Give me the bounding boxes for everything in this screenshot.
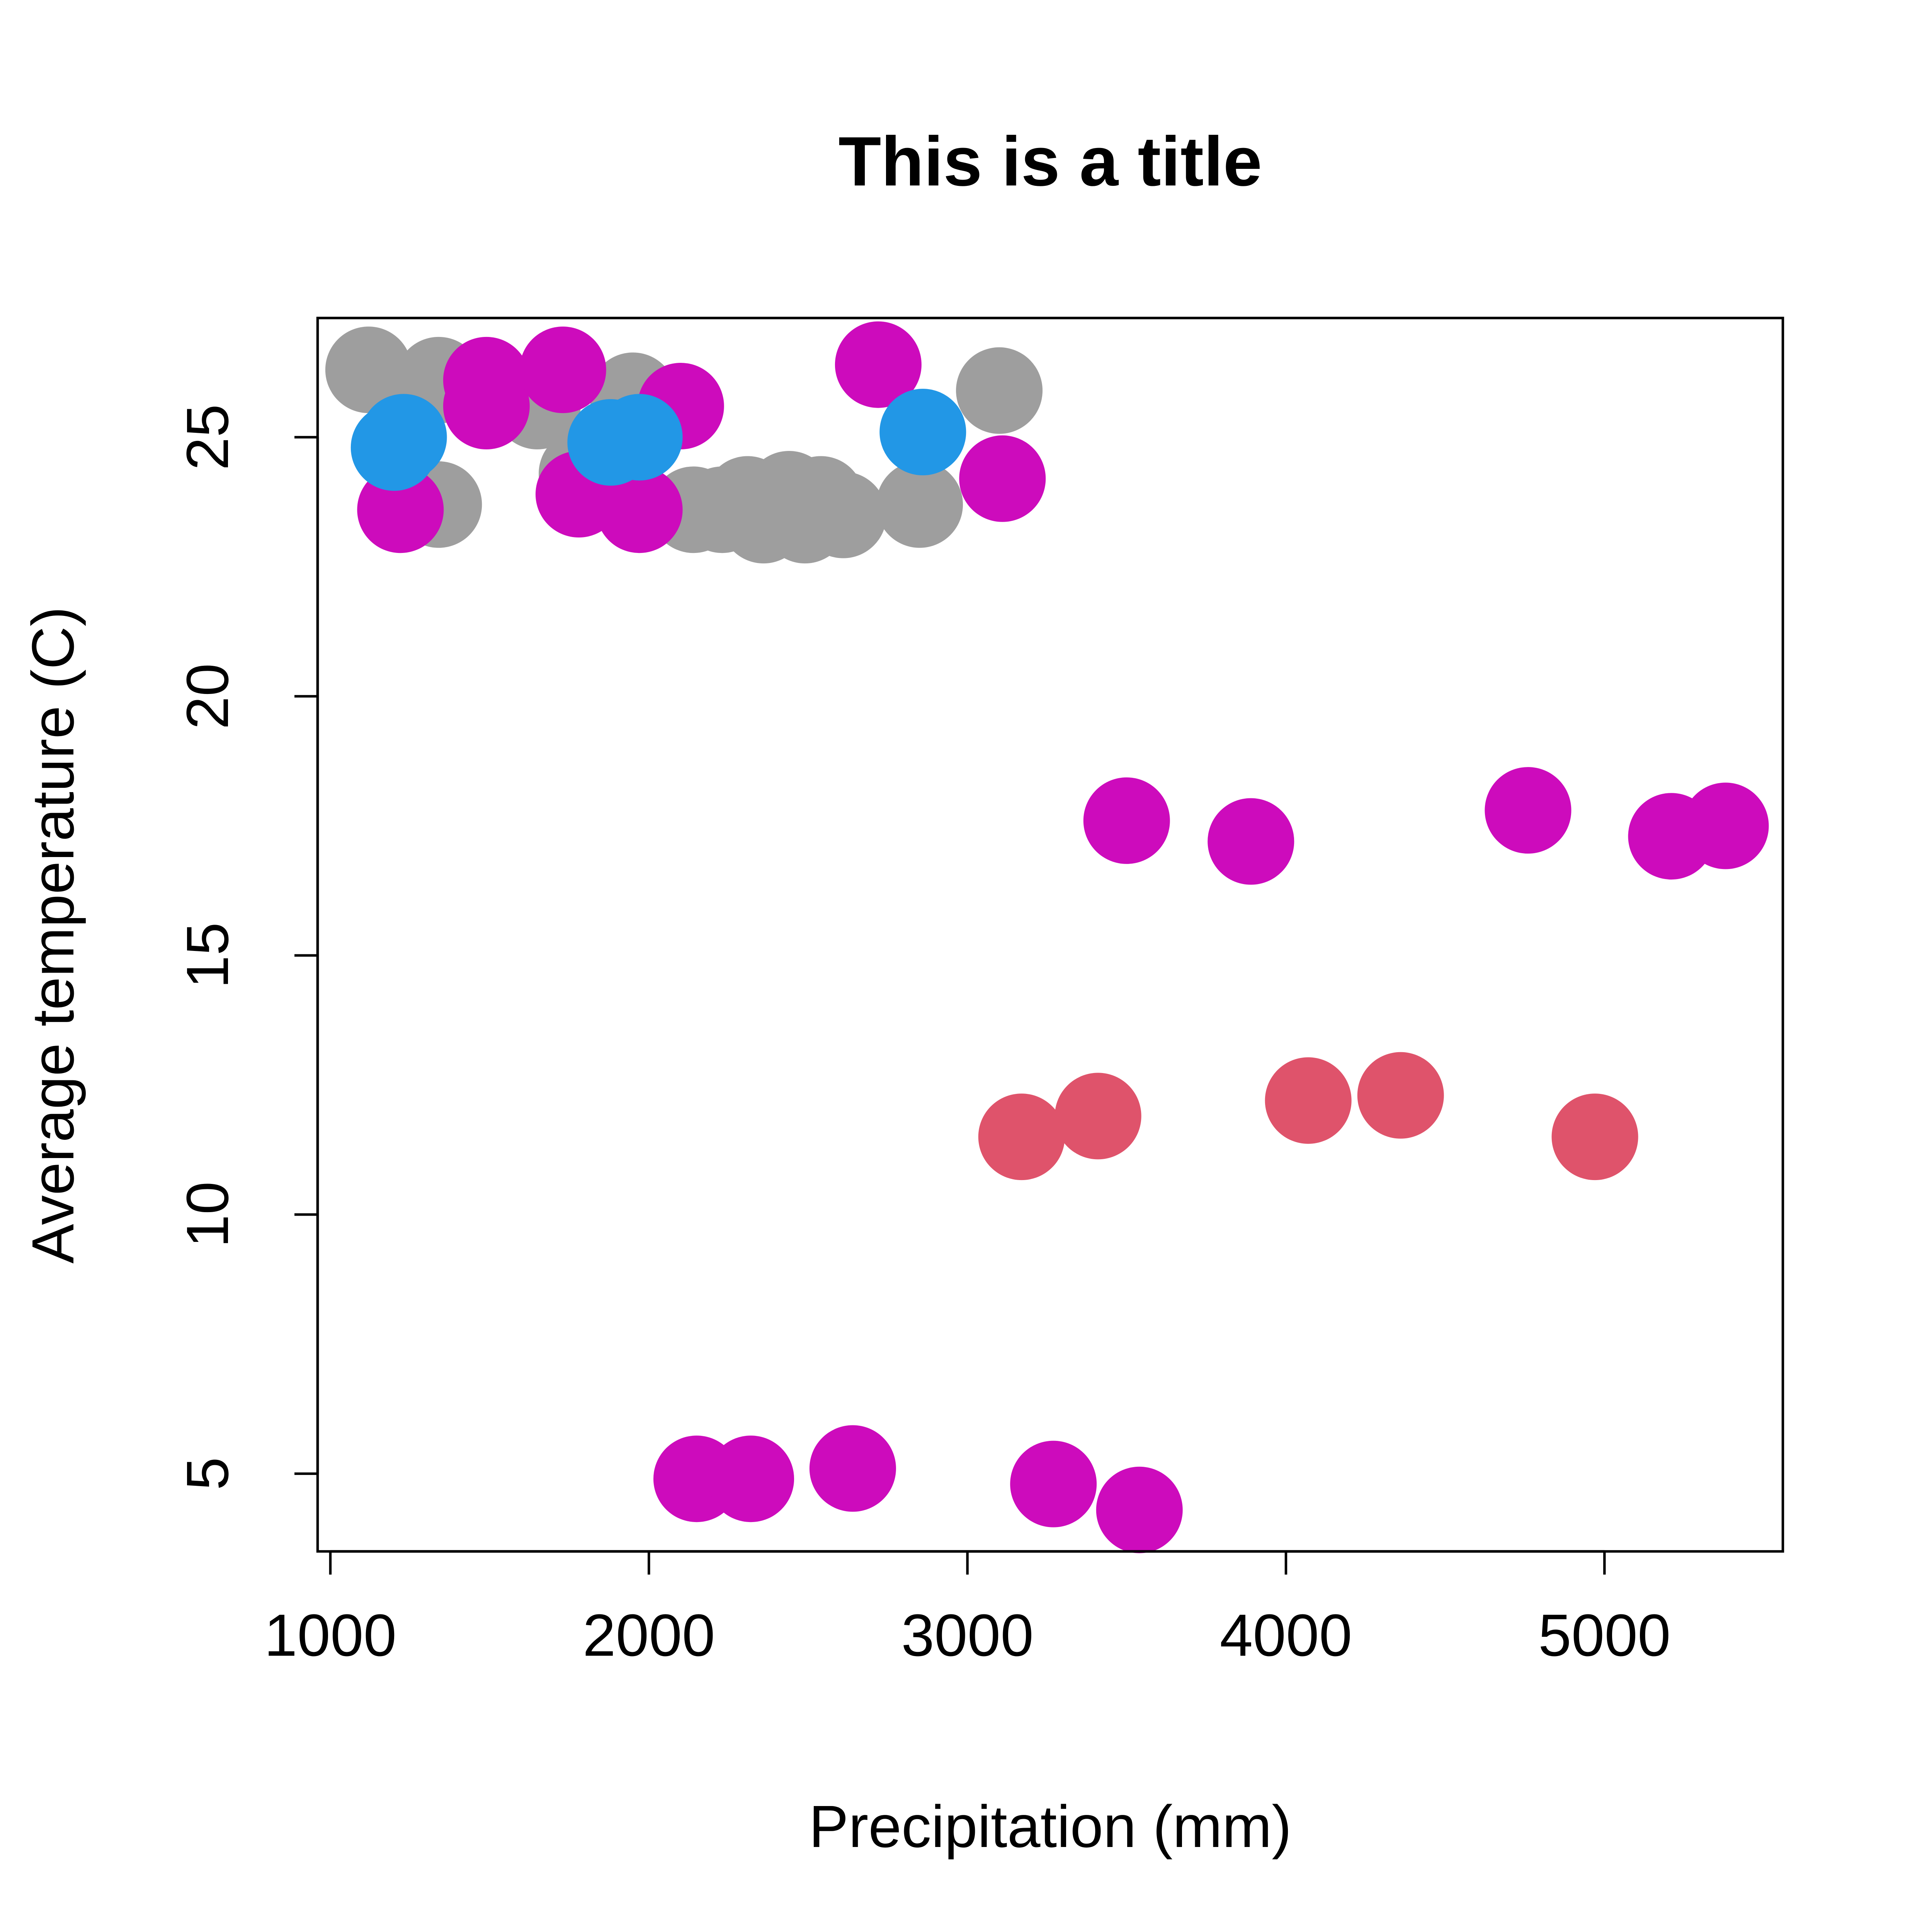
- data-point: [1010, 1440, 1097, 1527]
- data-point: [1096, 1466, 1183, 1553]
- y-tick-label: 25: [174, 404, 241, 470]
- data-point: [978, 1094, 1065, 1180]
- data-point: [443, 363, 530, 449]
- data-point: [519, 327, 606, 413]
- data-point: [1083, 777, 1170, 864]
- x-tick-label: 4000: [1220, 1602, 1352, 1668]
- data-point: [707, 1435, 794, 1522]
- data-point: [959, 435, 1046, 522]
- data-point: [1208, 798, 1294, 885]
- data-point: [325, 327, 412, 413]
- y-tick-label: 20: [174, 663, 241, 729]
- data-point: [1485, 767, 1571, 854]
- data-point: [876, 461, 963, 548]
- data-point: [596, 466, 683, 553]
- points-layer: [325, 321, 1769, 1553]
- y-tick-label: 10: [174, 1182, 241, 1248]
- data-point: [809, 1425, 896, 1512]
- data-point: [1054, 1073, 1141, 1160]
- data-point: [360, 394, 447, 481]
- data-point: [1551, 1094, 1638, 1180]
- x-tick-label: 2000: [583, 1602, 715, 1668]
- x-tick-label: 5000: [1538, 1602, 1671, 1668]
- x-axis-label: Precipitation (mm): [809, 1793, 1291, 1860]
- y-tick-label: 5: [174, 1457, 241, 1490]
- data-point: [1357, 1052, 1444, 1139]
- data-point: [879, 389, 966, 476]
- x-tick-label: 1000: [264, 1602, 397, 1668]
- y-axis-label: Average temperature (C): [20, 607, 86, 1264]
- chart-title: This is a title: [838, 122, 1262, 201]
- y-tick-label: 15: [174, 922, 241, 988]
- data-point: [1265, 1057, 1352, 1144]
- data-point: [956, 347, 1043, 434]
- data-point: [357, 466, 444, 553]
- x-tick-label: 3000: [901, 1602, 1034, 1668]
- data-point: [596, 394, 683, 481]
- data-point: [800, 471, 887, 558]
- x-axis: 1000 2000 3000 4000 5000: [264, 1550, 1671, 1668]
- data-point: [1682, 782, 1769, 869]
- data-point: [835, 321, 922, 408]
- y-axis: 5 10 15 20 25: [174, 404, 319, 1490]
